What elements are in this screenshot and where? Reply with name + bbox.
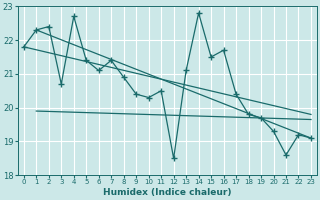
X-axis label: Humidex (Indice chaleur): Humidex (Indice chaleur) (103, 188, 232, 197)
